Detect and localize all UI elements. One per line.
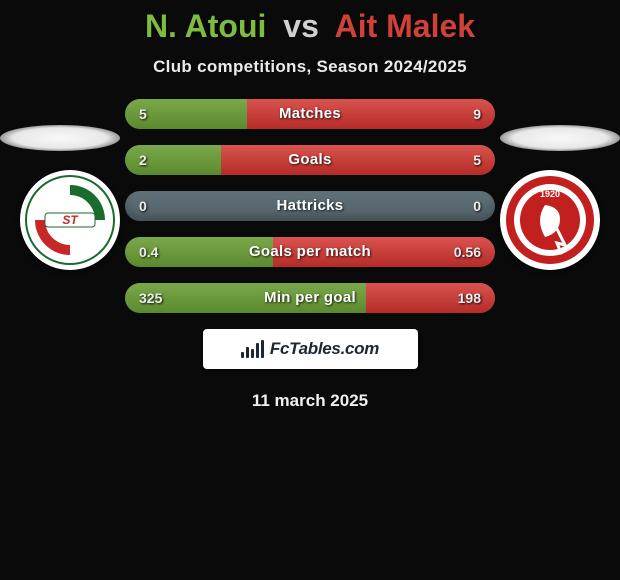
stat-label: Goals per match [125, 237, 495, 267]
shadow-ellipse-left [0, 125, 120, 151]
page-title: N. Atoui vs Ait Malek [0, 8, 620, 45]
comparison-card: N. Atoui vs Ait Malek Club competitions,… [0, 0, 620, 411]
stat-label: Min per goal [125, 283, 495, 313]
stat-row: 2 Goals 5 [125, 145, 495, 175]
stats-list: 5 Matches 9 2 Goals 5 0 Hattricks 0 0.4 … [125, 99, 495, 313]
club-crest-right: 1920 [500, 170, 600, 270]
stat-row: 325 Min per goal 198 [125, 283, 495, 313]
stat-label: Matches [125, 99, 495, 129]
stat-row: 0.4 Goals per match 0.56 [125, 237, 495, 267]
stat-row: 0 Hattricks 0 [125, 191, 495, 221]
stat-value-right: 0 [473, 191, 481, 221]
stat-row: 5 Matches 9 [125, 99, 495, 129]
stat-value-right: 5 [473, 145, 481, 175]
footer-date: 11 march 2025 [0, 391, 620, 411]
vs-separator: vs [283, 8, 319, 44]
brand-badge[interactable]: FcTables.com [203, 329, 418, 369]
stat-value-right: 0.56 [454, 237, 481, 267]
player1-name: N. Atoui [145, 8, 266, 44]
player2-name: Ait Malek [335, 8, 475, 44]
subtitle: Club competitions, Season 2024/2025 [0, 57, 620, 77]
svg-text:1920: 1920 [540, 189, 560, 199]
svg-text:ST: ST [62, 213, 79, 227]
stat-value-right: 9 [473, 99, 481, 129]
shadow-ellipse-right [500, 125, 620, 151]
stade-tunisien-crest-icon: ST [25, 175, 115, 265]
stat-label: Hattricks [125, 191, 495, 221]
brand-text: FcTables.com [270, 339, 379, 359]
bar-chart-icon [241, 340, 264, 358]
club-africain-crest-icon: 1920 [505, 175, 595, 265]
stat-value-right: 198 [458, 283, 481, 313]
stat-label: Goals [125, 145, 495, 175]
club-crest-left: ST [20, 170, 120, 270]
